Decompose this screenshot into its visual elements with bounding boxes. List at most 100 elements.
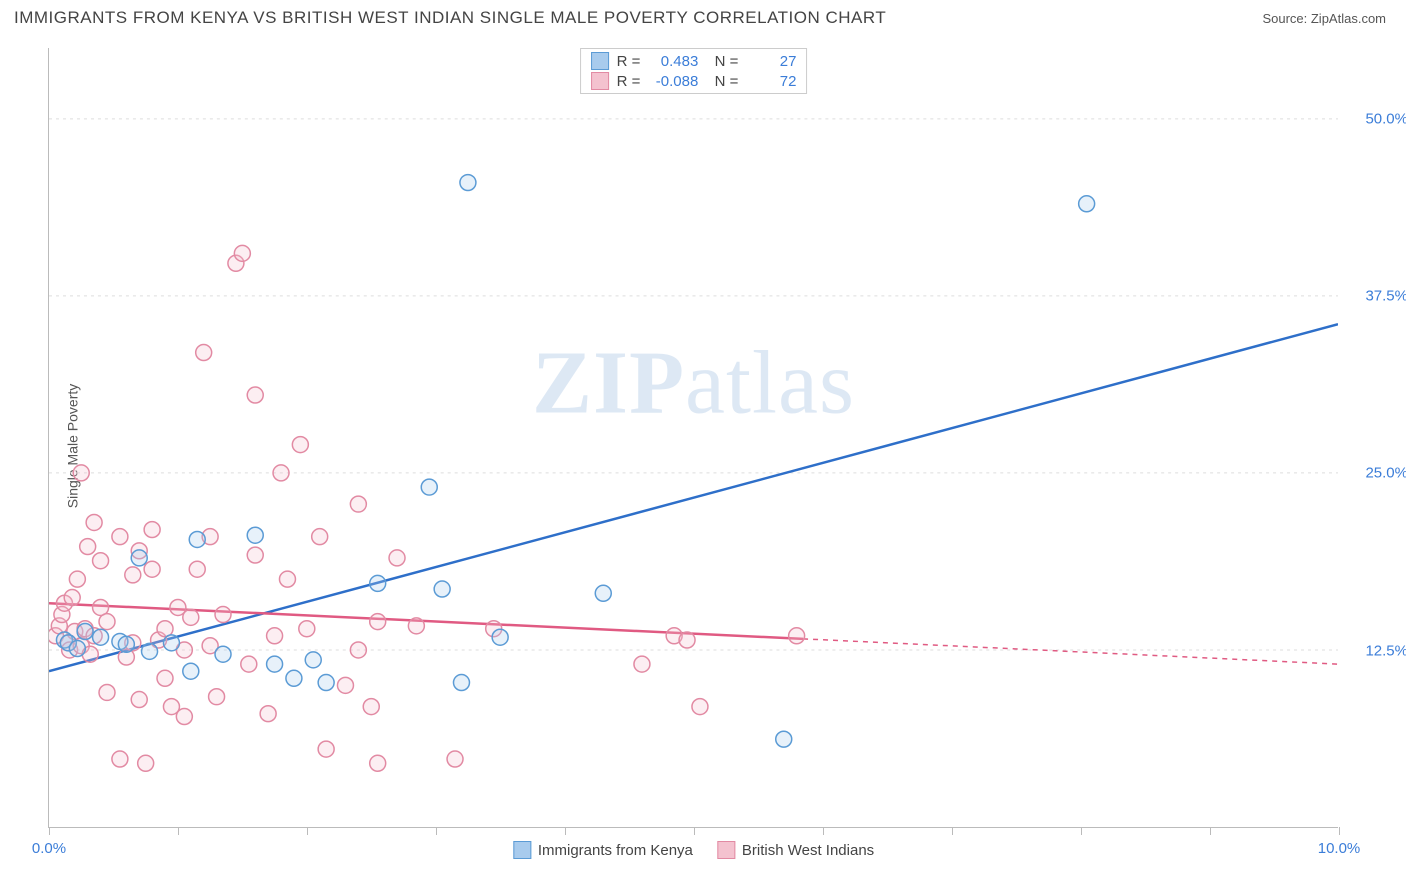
data-point [80,539,96,555]
r-value-bwi: -0.088 [648,73,698,90]
data-point [318,675,334,691]
n-value-bwi: 72 [746,73,796,90]
data-point [73,465,89,481]
data-point [131,692,147,708]
data-point [595,585,611,601]
data-point [189,531,205,547]
y-tick-label: 25.0% [1348,465,1406,482]
data-point [370,755,386,771]
correlation-row-kenya: R = 0.483 N = 27 [591,51,797,71]
data-point [183,663,199,679]
correlation-legend: R = 0.483 N = 27 R = -0.088 N = 72 [580,48,808,94]
data-point [389,550,405,566]
data-point [421,479,437,495]
data-point [64,590,80,606]
data-point [138,755,154,771]
swatch-kenya [591,52,609,70]
data-point [176,709,192,725]
data-point [776,731,792,747]
legend-item-kenya: Immigrants from Kenya [513,841,693,859]
data-point [112,751,128,767]
data-point [234,245,250,261]
chart-title: IMMIGRANTS FROM KENYA VS BRITISH WEST IN… [14,8,886,28]
data-point [163,635,179,651]
data-point [273,465,289,481]
data-point [77,624,93,640]
data-point [460,175,476,191]
data-point [93,629,109,645]
data-point [286,670,302,686]
data-point [144,522,160,538]
data-point [370,575,386,591]
data-point [215,607,231,623]
data-point [142,643,158,659]
data-point [447,751,463,767]
source-label: Source: ZipAtlas.com [1262,11,1386,26]
data-point [247,527,263,543]
trend-line-extrapolated [803,639,1338,664]
data-point [157,670,173,686]
data-point [453,675,469,691]
data-point [267,656,283,672]
swatch-bwi [591,72,609,90]
data-point [350,496,366,512]
data-point [99,684,115,700]
data-point [299,621,315,637]
data-point [370,614,386,630]
data-point [337,677,353,693]
y-tick-label: 50.0% [1348,110,1406,127]
data-point [312,529,328,545]
data-point [434,581,450,597]
data-point [634,656,650,672]
data-point [305,652,321,668]
legend-swatch-kenya [513,841,531,859]
title-bar: IMMIGRANTS FROM KENYA VS BRITISH WEST IN… [0,0,1406,32]
data-point [292,437,308,453]
data-point [69,641,85,657]
data-point [267,628,283,644]
data-point [363,699,379,715]
data-point [183,609,199,625]
data-point [247,387,263,403]
data-point [209,689,225,705]
data-point [789,628,805,644]
x-tick-label: 0.0% [32,840,66,857]
data-point [99,614,115,630]
data-point [408,618,424,634]
correlation-row-bwi: R = -0.088 N = 72 [591,71,797,91]
chart-plot-area: ZIPatlas R = 0.483 N = 27 R = -0.088 N =… [48,48,1338,828]
r-value-kenya: 0.483 [648,53,698,70]
data-point [112,529,128,545]
data-point [679,632,695,648]
y-tick-label: 37.5% [1348,288,1406,305]
data-point [260,706,276,722]
data-point [692,699,708,715]
legend-label-bwi: British West Indians [742,842,874,859]
data-point [241,656,257,672]
series-legend: Immigrants from Kenya British West India… [513,841,874,859]
data-point [350,642,366,658]
data-point [125,567,141,583]
data-point [93,553,109,569]
data-point [1079,196,1095,212]
data-point [118,636,134,652]
data-point [69,571,85,587]
data-point [189,561,205,577]
n-value-kenya: 27 [746,53,796,70]
scatter-svg [49,48,1338,827]
y-tick-label: 12.5% [1348,642,1406,659]
data-point [247,547,263,563]
data-point [215,646,231,662]
trend-line [49,324,1338,671]
data-point [144,561,160,577]
data-point [492,629,508,645]
data-point [86,514,102,530]
data-point [131,550,147,566]
legend-label-kenya: Immigrants from Kenya [538,842,693,859]
x-tick-label: 10.0% [1318,840,1361,857]
legend-item-bwi: British West Indians [717,841,874,859]
data-point [279,571,295,587]
data-point [318,741,334,757]
data-point [196,345,212,361]
legend-swatch-bwi [717,841,735,859]
